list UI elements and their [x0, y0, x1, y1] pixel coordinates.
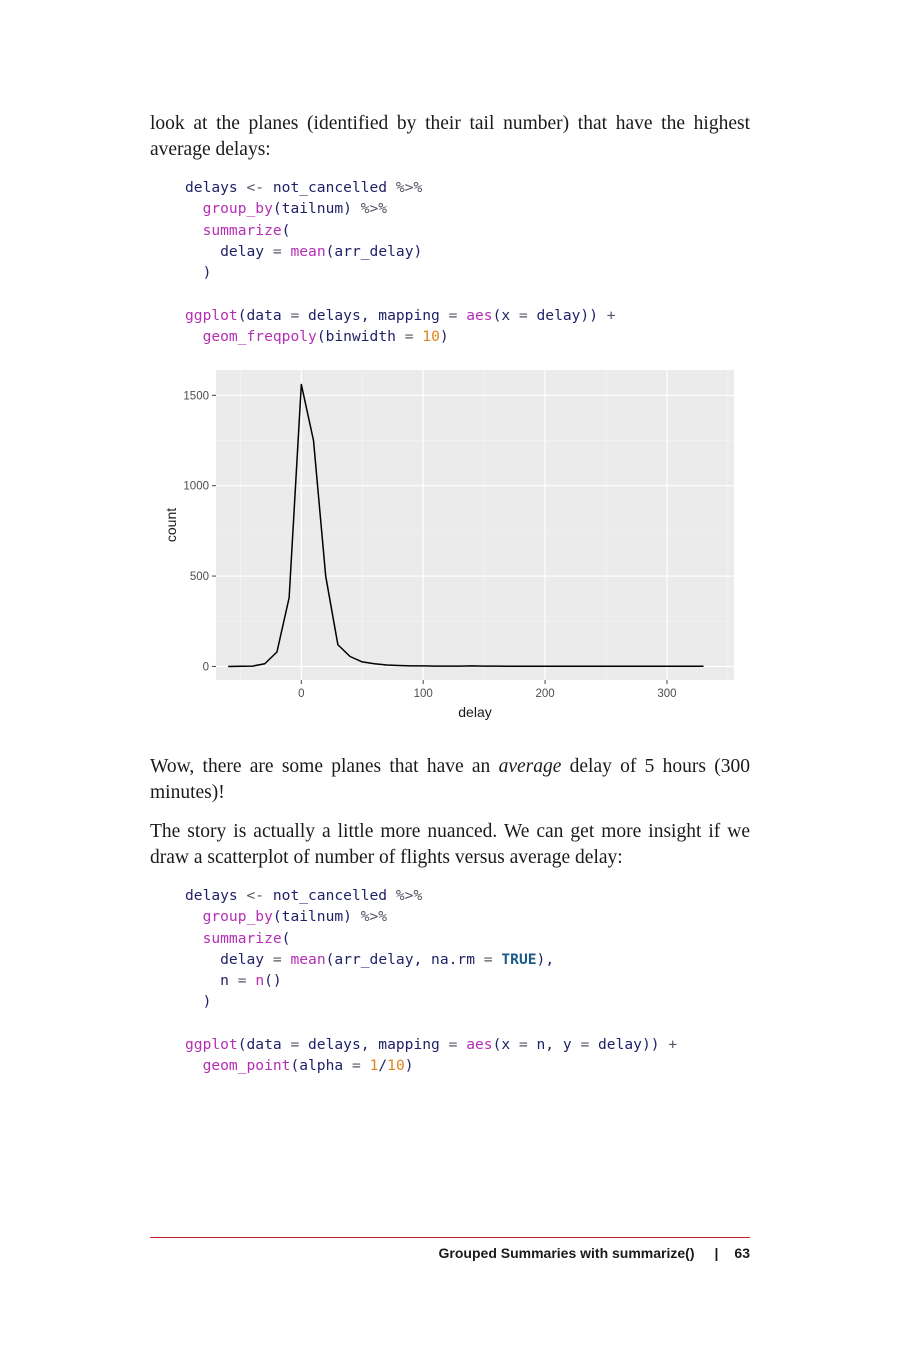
- paragraph-intro: look at the planes (identified by their …: [150, 113, 750, 160]
- y-tick-label: 0: [203, 661, 209, 673]
- x-tick-label: 200: [535, 688, 554, 700]
- code-line: ggplot(data = delays, mapping = aes(x = …: [185, 306, 616, 324]
- y-axis-title: count: [163, 508, 179, 542]
- code-line: geom_point(alpha = 1/10): [202, 1057, 414, 1075]
- page-footer: Grouped Summaries with summarize() | 63: [439, 1245, 750, 1261]
- footer-section-title: Grouped Summaries with summarize(): [438, 1245, 695, 1261]
- paragraph-scatterplot-intro: The story is actually a little more nuan…: [150, 821, 750, 868]
- footer-separator: |: [714, 1245, 719, 1261]
- code-line: ): [185, 993, 212, 1011]
- code-line: [185, 283, 616, 304]
- code-block-freqpoly: delays <- not_cancelled %>% group_by(tai…: [185, 177, 616, 347]
- page-number: 63: [734, 1245, 750, 1261]
- x-axis-title: delay: [458, 704, 491, 720]
- code-line: [185, 1013, 677, 1034]
- y-tick-label: 1000: [183, 481, 209, 493]
- code-block-scatter: delays <- not_cancelled %>% group_by(tai…: [185, 885, 677, 1077]
- code-line: summarize(: [202, 929, 291, 947]
- plot-panel: [216, 370, 734, 680]
- code-line: group_by(tailnum) %>%: [202, 200, 388, 218]
- x-tick-label: 0: [298, 688, 304, 700]
- freqpoly-line: [228, 383, 704, 668]
- code-line: delay = mean(arr_delay): [185, 242, 423, 260]
- code-line: group_by(tailnum) %>%: [202, 908, 388, 926]
- y-tick-label: 1500: [183, 390, 209, 402]
- code-line: delays <- not_cancelled %>%: [185, 887, 423, 904]
- y-tick-label: 500: [190, 571, 209, 583]
- code-line: n = n(): [185, 972, 282, 990]
- x-tick-label: 300: [657, 688, 676, 700]
- code-line: ggplot(data = delays, mapping = aes(x = …: [185, 1036, 678, 1054]
- code-line: summarize(: [202, 221, 291, 239]
- x-tick-label: 100: [414, 688, 433, 700]
- code-line: geom_freqpoly(binwidth = 10): [202, 328, 449, 346]
- code-line: delay = mean(arr_delay, na.rm = TRUE),: [185, 950, 555, 968]
- paragraph-average-delay: Wow, there are some planes that have an …: [150, 756, 750, 803]
- code-line: delays <- not_cancelled %>%: [185, 179, 423, 196]
- footer-rule: [150, 1237, 750, 1238]
- delay-frequency-chart: 0 100 200 300 0 500 1000 1500 delay count: [163, 370, 734, 720]
- code-line: ): [185, 264, 212, 282]
